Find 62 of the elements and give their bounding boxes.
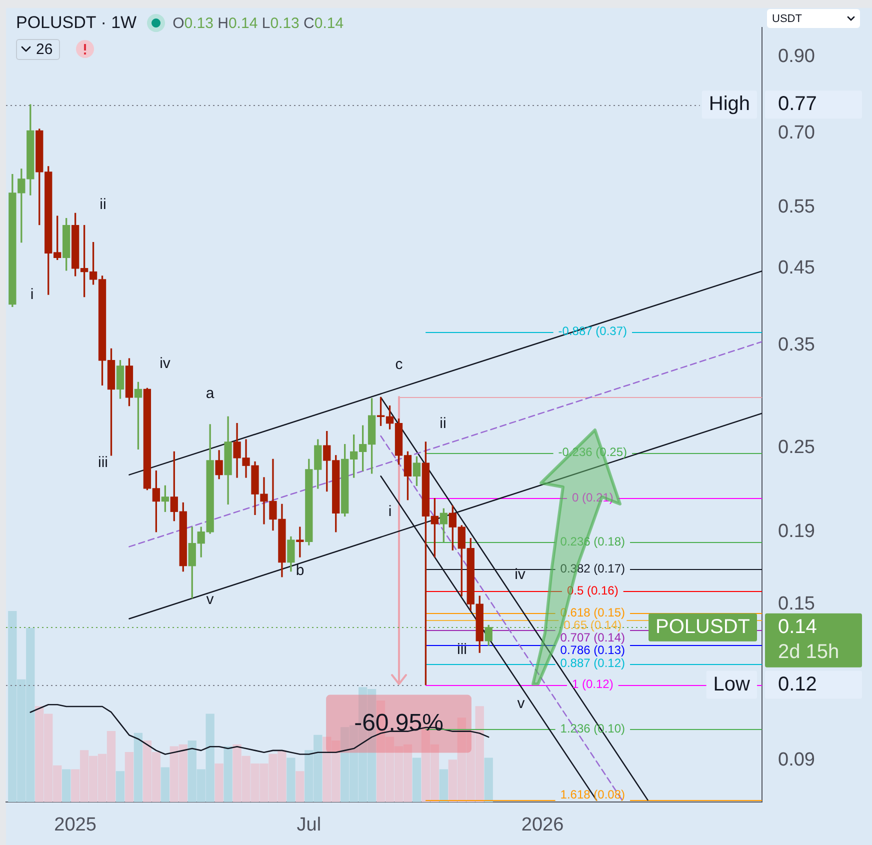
bar [296,771,304,802]
annotation: iv [514,566,526,584]
bar [134,732,143,802]
bar [484,758,493,802]
text: 2d 15h [778,640,840,663]
annotation: iii [457,641,467,658]
bar [160,767,170,802]
ref-line-label: 0.382 (0.17) [560,562,626,576]
bar [286,758,296,802]
y-tick-label: 0.45 [778,258,815,279]
y-tick-label: 0.25 [778,437,815,458]
y-tick-label: 0.09 [778,749,815,770]
annotation: i [388,503,392,520]
y-tick-label: 0.19 [778,521,815,542]
y-tick-label: 0.15 [778,593,815,614]
annotation: ii [440,415,446,432]
bar [224,746,232,802]
x-tick-label: Jul [296,814,322,836]
annotation: iv [160,355,171,372]
x-tick-label: 2026 [521,814,564,836]
ref-line-label: 0.707 (0.14) [560,630,626,645]
bar [124,752,134,802]
annotation: -60.95% [354,709,444,736]
ref-line-label: 0.65 (0.14) [564,618,622,632]
bar [412,758,422,802]
chart-subtitle: O0.13 H0.14 L0.13 C0.14 [172,14,344,32]
bar [116,771,125,802]
ref-line-label: 0.5 (0.16) [566,584,618,598]
y-tick-label: 0.90 [778,46,815,67]
annotation: a [206,385,215,402]
candlestick [296,526,304,558]
bar [439,769,448,802]
annotation: iii [98,454,108,472]
annotation: 26 [36,40,53,58]
annotation: ii [100,196,106,214]
annotation: i [30,286,34,304]
x-tick-label: 2025 [54,814,96,836]
ref-line-label: 0 (0.21) [572,490,614,504]
bar [62,769,71,802]
annotation: b [296,562,304,580]
button: 26 [16,38,60,60]
y-tick-label: 0.35 [778,334,815,356]
bar [214,763,224,802]
y-tick-label: 0.12 [778,673,817,696]
y-axis-title: USDT [772,12,802,24]
ref-line-label: POLUSDT [656,616,750,638]
annotation: v [206,591,214,608]
dropdown: USDT [767,9,860,28]
ref-line-label: 0.618 (0.15) [560,606,626,620]
ref-line-label: 0.887 (0.12) [560,656,626,670]
annotation: Low [713,673,751,696]
y-tick-label: 0.14 [778,616,817,638]
ref-line-label: 1.618 (0.08) [560,787,626,802]
y-tick-label: 0.55 [778,196,815,218]
ref-line-label: High [708,93,750,116]
ref-line-label: 0.786 (0.13) [560,643,626,658]
y-tick-label: 0.70 [778,122,815,144]
y-tick-label: 0.77 [778,93,817,116]
chart-title: POLUSDT · 1W [16,13,137,33]
annotation: c [395,356,404,374]
annotation: v [517,695,526,712]
ref-line-label: 1 (0.12) [572,677,614,692]
